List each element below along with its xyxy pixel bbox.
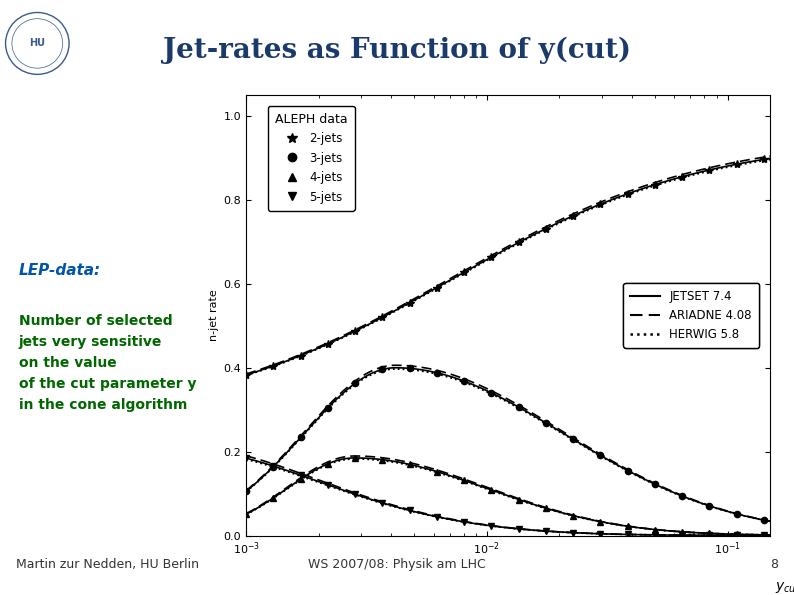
Text: HU: HU bbox=[29, 39, 45, 48]
Text: WS 2007/08: Physik am LHC: WS 2007/08: Physik am LHC bbox=[308, 558, 486, 571]
Text: LEP-data:: LEP-data: bbox=[19, 264, 101, 278]
Text: $y_{cut}$: $y_{cut}$ bbox=[776, 580, 794, 594]
Text: Number of selected
jets very sensitive
on the value
of the cut parameter y
in th: Number of selected jets very sensitive o… bbox=[19, 314, 196, 412]
Y-axis label: n-jet rate: n-jet rate bbox=[210, 290, 219, 341]
Legend: JETSET 7.4, ARIADNE 4.08, HERWIG 5.8: JETSET 7.4, ARIADNE 4.08, HERWIG 5.8 bbox=[623, 283, 759, 348]
Text: Jet-rates as Function of y(cut): Jet-rates as Function of y(cut) bbox=[163, 36, 631, 64]
Text: 8: 8 bbox=[770, 558, 778, 571]
Text: Martin zur Nedden, HU Berlin: Martin zur Nedden, HU Berlin bbox=[16, 558, 198, 571]
